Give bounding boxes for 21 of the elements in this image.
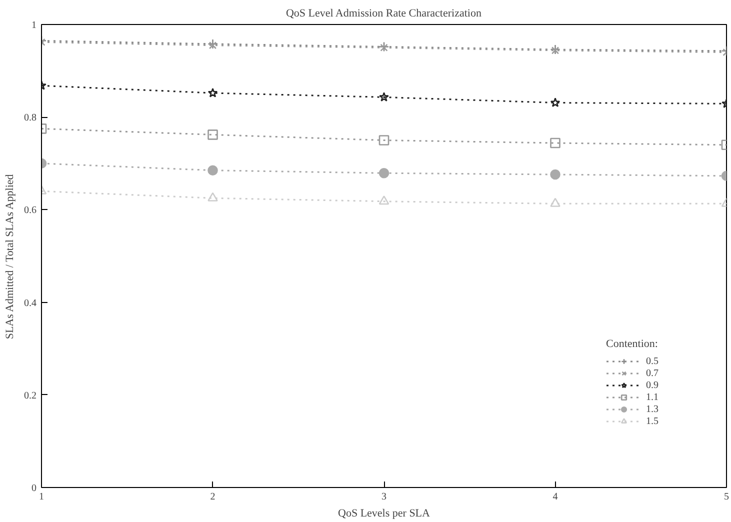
legend-label: 1.3	[646, 403, 660, 415]
y-tick-label: 0	[32, 483, 36, 494]
x-tick-label: 5	[724, 492, 729, 502]
legend-title: Contention:	[606, 338, 659, 350]
y-tick-label: 0.4	[24, 298, 36, 309]
x-tick-label: 1	[39, 492, 44, 502]
y-tick-label: 0.8	[24, 112, 36, 124]
legend-label: 0.9	[646, 379, 660, 391]
legend-label: 0.5	[646, 355, 660, 367]
legend-label: 0.7	[646, 367, 660, 379]
x-tick-label: 2	[210, 492, 216, 502]
y-axis-title: SLAs Admitted / Total SLAs Applied	[4, 174, 16, 340]
y-tick-label: 0.2	[24, 390, 36, 402]
y-tick-label: 1	[32, 20, 36, 31]
legend-label: 1.5	[646, 415, 660, 427]
y-tick-label: 0.6	[24, 205, 36, 216]
x-tick-label: 3	[382, 492, 386, 502]
x-axis-title: QoS Levels per SLA	[338, 508, 430, 520]
legend-label: 1.1	[646, 391, 660, 403]
chart-title: QoS Level Admission Rate Characterization	[286, 8, 482, 20]
x-tick-label: 4	[552, 492, 558, 502]
